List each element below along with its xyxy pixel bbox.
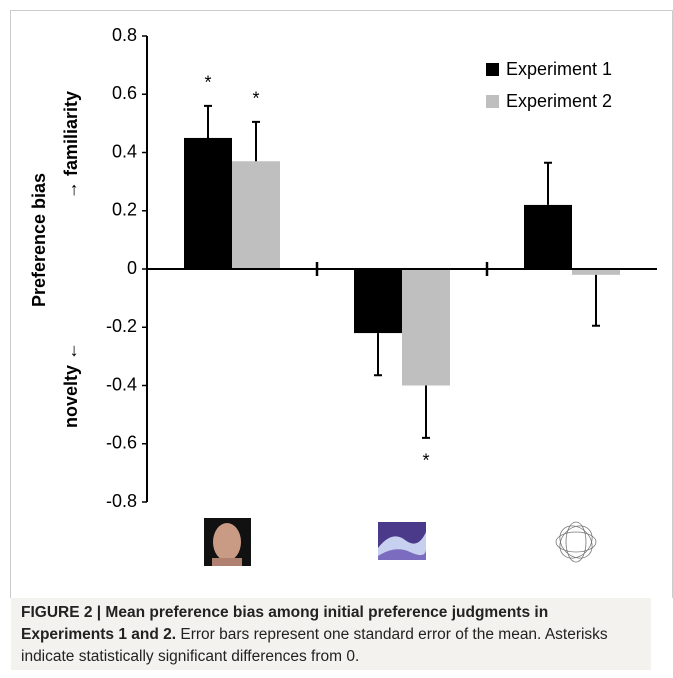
legend-swatch <box>486 63 499 76</box>
bar <box>184 138 232 269</box>
error-bar <box>592 275 600 326</box>
chart: Preference bias → familiarity novelty ← … <box>0 0 673 598</box>
legend-swatch <box>486 95 499 108</box>
wave-icon <box>378 522 426 560</box>
y-label-positive: → familiarity <box>61 91 81 199</box>
error-bar <box>422 386 430 438</box>
y-tick-label: -0.6 <box>106 433 137 453</box>
y-tick-label: 0.6 <box>112 83 137 103</box>
significance-marker: * <box>422 451 429 471</box>
pattern-icon <box>553 519 598 564</box>
bar <box>232 161 280 269</box>
bar <box>524 205 572 269</box>
significance-marker: * <box>252 89 259 109</box>
y-tick-label: 0.4 <box>112 141 137 161</box>
error-bar <box>204 106 212 138</box>
y-tick-label: -0.2 <box>106 316 137 336</box>
caption: FIGURE 2 | Mean preference bias among in… <box>11 598 651 670</box>
y-tick-label: 0.8 <box>112 25 137 45</box>
y-label-negative: novelty ← <box>61 342 81 428</box>
y-tick-label: 0 <box>127 258 137 278</box>
page: Preference bias → familiarity novelty ← … <box>0 0 673 678</box>
error-bar <box>374 333 382 375</box>
error-bar <box>252 122 260 161</box>
significance-marker: * <box>204 73 211 93</box>
legend-label: Experiment 2 <box>506 91 612 111</box>
y-tick-label: -0.8 <box>106 491 137 511</box>
bar <box>402 269 450 386</box>
y-label: Preference bias <box>29 173 49 307</box>
legend-label: Experiment 1 <box>506 59 612 79</box>
y-tick-label: 0.2 <box>112 200 137 220</box>
bar <box>354 269 402 333</box>
face-icon <box>204 518 251 566</box>
y-tick-label: -0.4 <box>106 374 137 394</box>
error-bar <box>544 163 552 205</box>
